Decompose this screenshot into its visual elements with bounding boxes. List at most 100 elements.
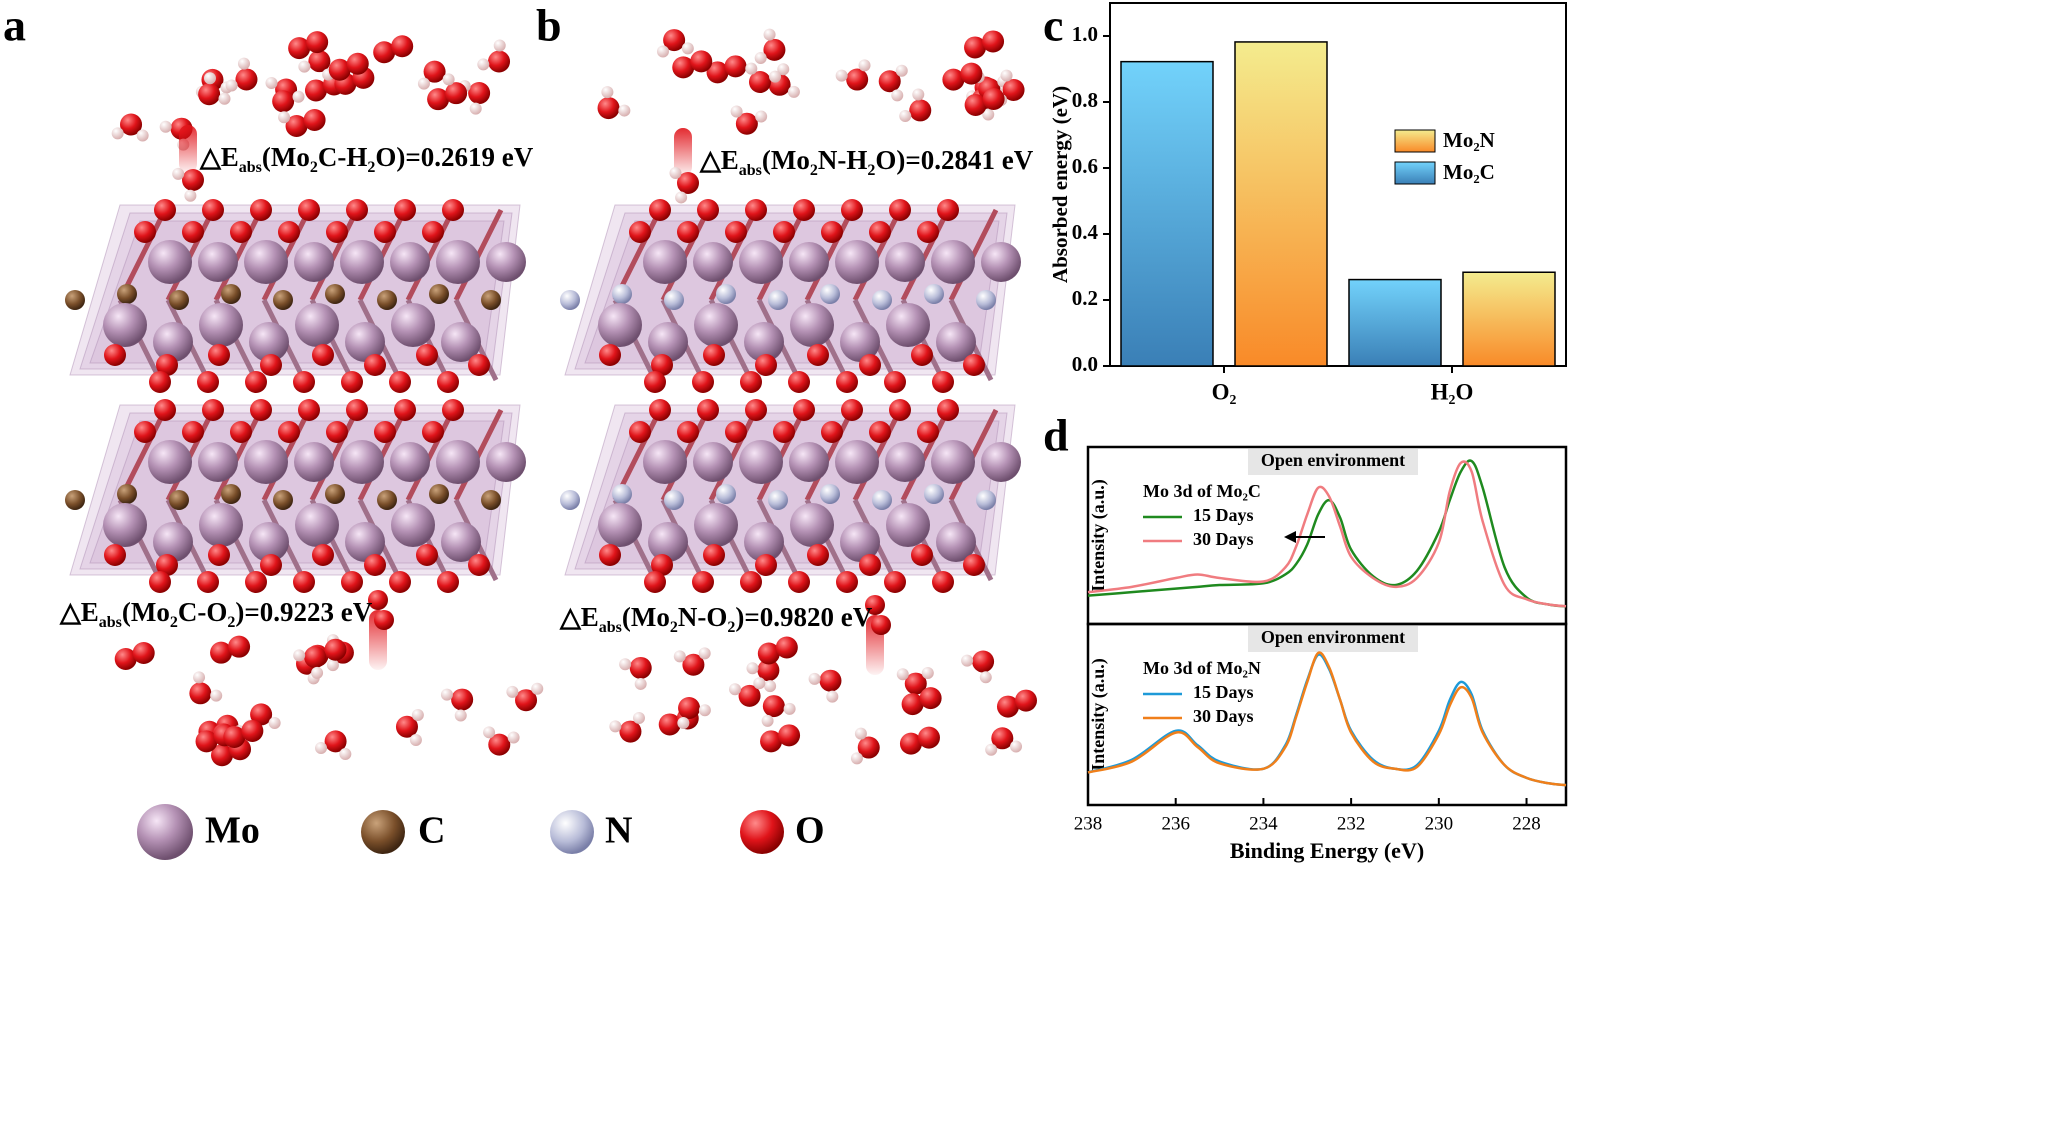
atom xyxy=(477,58,490,71)
atom xyxy=(885,242,925,282)
atom xyxy=(345,522,385,562)
atom xyxy=(169,290,189,310)
atom xyxy=(198,242,238,282)
atom xyxy=(134,221,156,243)
atom xyxy=(468,354,490,376)
atom xyxy=(820,484,840,504)
annotation-part: (Mo xyxy=(762,145,810,175)
atom xyxy=(250,703,273,726)
atom xyxy=(483,726,496,739)
atom xyxy=(768,490,788,510)
atom xyxy=(154,199,176,221)
atom xyxy=(932,371,954,393)
atom xyxy=(807,544,829,566)
atom xyxy=(103,303,147,347)
atom xyxy=(278,221,300,243)
atom xyxy=(394,199,416,221)
atom xyxy=(728,683,741,696)
atom xyxy=(761,714,774,727)
atom xyxy=(964,36,987,59)
atom xyxy=(748,71,771,94)
atom xyxy=(746,662,759,675)
atom xyxy=(182,221,204,243)
atom xyxy=(911,544,933,566)
atom xyxy=(159,120,172,133)
atom xyxy=(326,221,348,243)
atom xyxy=(755,554,777,576)
atom xyxy=(991,727,1014,750)
energy-annotation: △Eabs(Mo2C-H2O)=0.2619 eV xyxy=(199,142,534,175)
atom xyxy=(293,371,315,393)
atom xyxy=(324,730,347,753)
y-axis-label: Intensity (a.u.) xyxy=(1088,658,1109,771)
atom xyxy=(312,344,334,366)
atom xyxy=(648,322,688,362)
atom xyxy=(790,303,834,347)
annotation-part: abs xyxy=(99,614,122,631)
atom xyxy=(148,240,192,284)
atom xyxy=(218,92,231,105)
chart-d: Open environment Intensity (a.u.) 15 Days 3… xyxy=(1074,445,1568,863)
atom xyxy=(730,105,743,118)
atom xyxy=(807,344,829,366)
atom xyxy=(148,440,192,484)
atom xyxy=(156,354,178,376)
atom xyxy=(391,503,435,547)
atom xyxy=(601,86,614,99)
bond xyxy=(213,408,264,502)
atom xyxy=(937,399,959,421)
atom xyxy=(193,671,206,684)
atom xyxy=(694,503,738,547)
legend-atom-label: C xyxy=(418,810,445,852)
atom xyxy=(306,31,329,54)
atom xyxy=(132,641,155,664)
atom xyxy=(769,70,782,83)
atom xyxy=(979,671,992,684)
atom xyxy=(445,82,468,105)
atom xyxy=(1000,69,1013,82)
atom xyxy=(221,284,241,304)
atom xyxy=(643,240,687,284)
atom xyxy=(368,590,388,610)
atom xyxy=(789,242,829,282)
atom xyxy=(777,63,790,76)
atom xyxy=(778,724,801,747)
atom xyxy=(249,522,289,562)
atom xyxy=(836,371,858,393)
atom xyxy=(790,503,834,547)
legend-label: 30 Days xyxy=(1193,529,1254,549)
atom xyxy=(904,672,927,695)
atom xyxy=(619,658,632,671)
bond xyxy=(900,408,951,502)
x-tick-label: 228 xyxy=(1512,813,1541,834)
atom xyxy=(703,544,725,566)
atom xyxy=(648,522,688,562)
atom xyxy=(245,371,267,393)
atom xyxy=(682,653,705,676)
legend-label: 15 Days xyxy=(1193,505,1254,525)
atom xyxy=(672,56,695,79)
atom xyxy=(153,322,193,362)
atom xyxy=(677,421,699,443)
atom xyxy=(690,50,713,73)
atom xyxy=(298,399,320,421)
atom xyxy=(442,199,464,221)
atom xyxy=(755,354,777,376)
atom xyxy=(391,303,435,347)
atom xyxy=(885,442,925,482)
atom xyxy=(202,199,224,221)
atom xyxy=(760,730,783,753)
atom xyxy=(859,554,881,576)
atom xyxy=(391,35,414,58)
atom xyxy=(599,544,621,566)
atom xyxy=(651,354,673,376)
atom xyxy=(117,484,137,504)
atom xyxy=(210,689,223,702)
atom xyxy=(872,490,892,510)
atom xyxy=(599,344,621,366)
atom xyxy=(924,284,944,304)
legend-atom-label: Mo xyxy=(205,810,260,852)
atom xyxy=(488,733,511,756)
atom xyxy=(735,112,758,135)
